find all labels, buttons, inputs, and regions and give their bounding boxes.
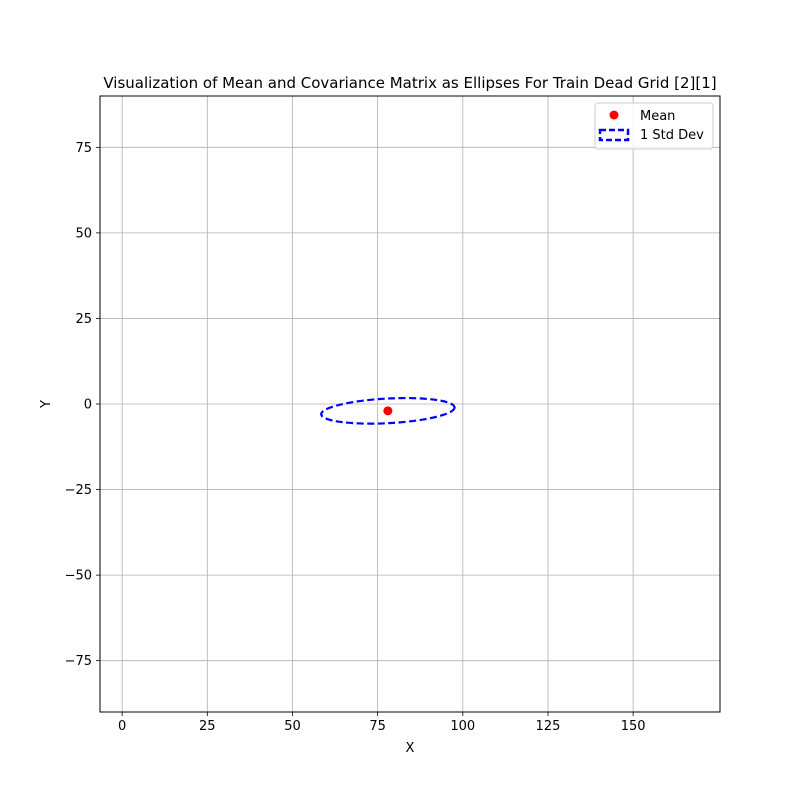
legend-std-marker xyxy=(598,128,630,142)
grid-layer xyxy=(100,96,720,712)
y-tick-label: 75 xyxy=(75,141,92,156)
y-tick-label: −75 xyxy=(65,654,92,669)
y-tick-label: 0 xyxy=(84,398,92,413)
y-tick-label: −25 xyxy=(65,483,92,498)
std-dev-ellipse xyxy=(320,396,456,425)
legend-box xyxy=(594,102,714,150)
x-tick-label: 50 xyxy=(284,719,301,734)
x-tick-label: 150 xyxy=(621,719,646,734)
legend-std-label: 1 Std Dev xyxy=(640,128,704,143)
x-tick-label: 100 xyxy=(450,719,475,734)
legend-mean-marker xyxy=(609,110,619,120)
data-layer xyxy=(320,396,456,425)
y-axis-label: Y xyxy=(39,400,54,409)
y-tick-label: −50 xyxy=(65,569,92,584)
mean-point xyxy=(383,406,393,416)
y-tick-label: 25 xyxy=(75,312,92,327)
x-axis-label: X xyxy=(406,741,415,756)
legend: Mean 1 Std Dev xyxy=(594,102,714,150)
x-tick-label: 0 xyxy=(118,719,126,734)
legend-mean-label: Mean xyxy=(640,109,675,124)
tick-layer: 0 25 50 75 100 125 150 −75 −50 −25 0 25 50 75 xyxy=(65,141,646,734)
x-tick-label: 25 xyxy=(199,719,216,734)
x-tick-label: 75 xyxy=(369,719,386,734)
chart-title: Visualization of Mean and Covariance Mat… xyxy=(103,74,716,92)
y-tick-label: 50 xyxy=(75,226,92,241)
x-tick-label: 125 xyxy=(536,719,561,734)
